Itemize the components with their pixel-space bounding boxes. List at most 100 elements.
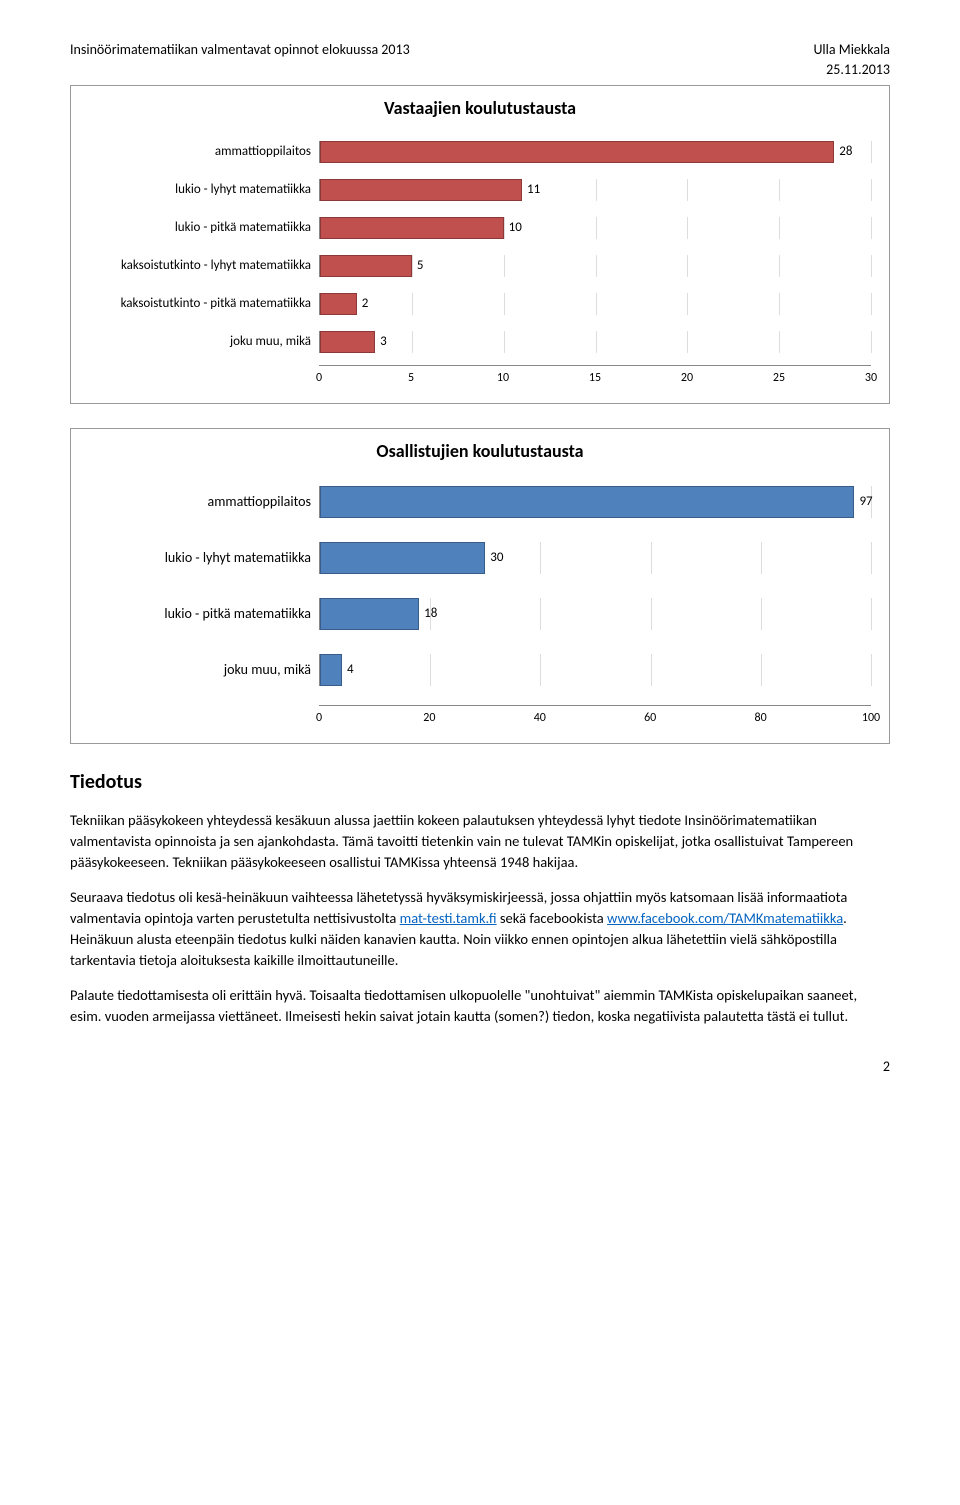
chart2-title: Osallistujien koulutustausta: [89, 439, 871, 464]
axis-tick: 20: [423, 710, 435, 727]
bar-area: 5: [319, 255, 871, 277]
bar-area: 18: [319, 598, 871, 630]
gridline: [779, 179, 780, 201]
bar-row: kaksoistutkinto - lyhyt matematiikka 5: [89, 251, 871, 281]
axis-tick: 80: [755, 710, 767, 727]
bar-row: kaksoistutkinto - pitkä matematiikka2: [89, 289, 871, 319]
bar-fill: 10: [320, 217, 504, 239]
gridline: [687, 331, 688, 353]
gridline: [871, 331, 872, 353]
gridline: [651, 598, 652, 630]
bar-label: kaksoistutkinto - pitkä matematiikka: [89, 295, 319, 313]
axis-tick: 0: [316, 370, 322, 387]
p2-text-b: sekä facebookista: [497, 909, 607, 927]
axis-tick: 60: [644, 710, 656, 727]
axis-tick: 40: [534, 710, 546, 727]
axis-tick: 20: [681, 370, 693, 387]
bar-fill: 30: [320, 542, 485, 574]
gridline: [596, 179, 597, 201]
paragraph-1: Tekniikan pääsykokeen yhteydessä kesäkuu…: [70, 810, 890, 873]
gridline: [430, 654, 431, 686]
bar-row: ammattioppilaitos97: [89, 481, 871, 523]
bar-value: 10: [503, 219, 522, 237]
bar-area: 3: [319, 331, 871, 353]
bar-area: 28: [319, 141, 871, 163]
chart-participants-education: Osallistujien koulutustausta ammattioppi…: [70, 428, 890, 743]
gridline: [871, 255, 872, 277]
bar-value: 97: [853, 492, 872, 510]
axis-tick: 30: [865, 370, 877, 387]
chart2-plot: ammattioppilaitos97lukio - lyhyt matemat…: [89, 481, 871, 729]
page-header: Insinöörimatematiikan valmentavat opinno…: [70, 40, 890, 79]
gridline: [779, 293, 780, 315]
bar-value: 28: [833, 143, 852, 161]
gridline: [761, 654, 762, 686]
bar-label: lukio - lyhyt matematiikka: [89, 548, 319, 568]
bar-fill: 97: [320, 486, 854, 518]
axis-tick: 5: [408, 370, 414, 387]
gridline: [412, 331, 413, 353]
gridline: [651, 654, 652, 686]
bar-value: 5: [411, 257, 424, 275]
bar-label: joku muu, mikä: [89, 660, 319, 680]
bar-value: 30: [484, 548, 503, 566]
bar-label: ammattioppilaitos: [89, 143, 319, 161]
bar-area: 4: [319, 654, 871, 686]
axis-area: 051015202530: [319, 365, 871, 389]
gridline: [687, 255, 688, 277]
bar-row: lukio - lyhyt matematiikka 11: [89, 175, 871, 205]
bar-label: lukio - pitkä matematiikka: [89, 219, 319, 237]
axis-spacer: [89, 705, 319, 729]
bar-label: lukio - pitkä matematiikka: [89, 604, 319, 624]
bar-row: joku muu, mikä4: [89, 649, 871, 691]
bar-fill: 18: [320, 598, 419, 630]
bar-area: 11: [319, 179, 871, 201]
gridline: [540, 598, 541, 630]
gridline: [504, 331, 505, 353]
bar-value: 18: [418, 604, 437, 622]
bar-value: 3: [374, 333, 387, 351]
gridline: [871, 654, 872, 686]
axis-row: 020406080100: [89, 705, 871, 729]
bar-row: joku muu, mikä3: [89, 327, 871, 357]
axis-spacer: [89, 365, 319, 389]
bar-value: 4: [341, 660, 354, 678]
gridline: [779, 255, 780, 277]
bar-value: 11: [521, 181, 540, 199]
gridline: [687, 293, 688, 315]
bar-fill: 3: [320, 331, 375, 353]
chart1-plot: ammattioppilaitos28lukio - lyhyt matemat…: [89, 137, 871, 389]
bar-fill: 2: [320, 293, 357, 315]
bar-label: ammattioppilaitos: [89, 492, 319, 512]
paragraph-3: Palaute tiedottamisesta oli erittäin hyv…: [70, 985, 890, 1027]
chart1-title: Vastaajien koulutustausta: [89, 96, 871, 121]
gridline: [871, 293, 872, 315]
gridline: [412, 293, 413, 315]
bar-area: 2: [319, 293, 871, 315]
bar-label: lukio - lyhyt matematiikka: [89, 181, 319, 199]
gridline: [871, 598, 872, 630]
link-facebook[interactable]: www.facebook.com/TAMKmatematiikka: [607, 909, 843, 927]
gridline: [540, 654, 541, 686]
bar-area: 97: [319, 486, 871, 518]
gridline: [779, 331, 780, 353]
gridline: [540, 542, 541, 574]
axis-tick: 25: [773, 370, 785, 387]
axis-tick: 15: [589, 370, 601, 387]
bar-label: kaksoistutkinto - lyhyt matematiikka: [89, 257, 319, 275]
axis-tick: 0: [316, 710, 322, 727]
header-date: 25.11.2013: [813, 60, 890, 80]
header-author: Ulla Miekkala: [813, 40, 890, 60]
bar-label: joku muu, mikä: [89, 333, 319, 351]
gridline: [871, 217, 872, 239]
bar-row: lukio - lyhyt matematiikka30: [89, 537, 871, 579]
bar-area: 30: [319, 542, 871, 574]
bar-fill: 28: [320, 141, 834, 163]
gridline: [596, 255, 597, 277]
gridline: [871, 542, 872, 574]
chart-respondents-education: Vastaajien koulutustausta ammattioppilai…: [70, 85, 890, 404]
header-author-date: Ulla Miekkala 25.11.2013: [813, 40, 890, 79]
bar-fill: 4: [320, 654, 342, 686]
link-mat-testi[interactable]: mat-testi.tamk.fi: [400, 909, 497, 927]
paragraph-2: Seuraava tiedotus oli kesä-heinäkuun vai…: [70, 887, 890, 971]
